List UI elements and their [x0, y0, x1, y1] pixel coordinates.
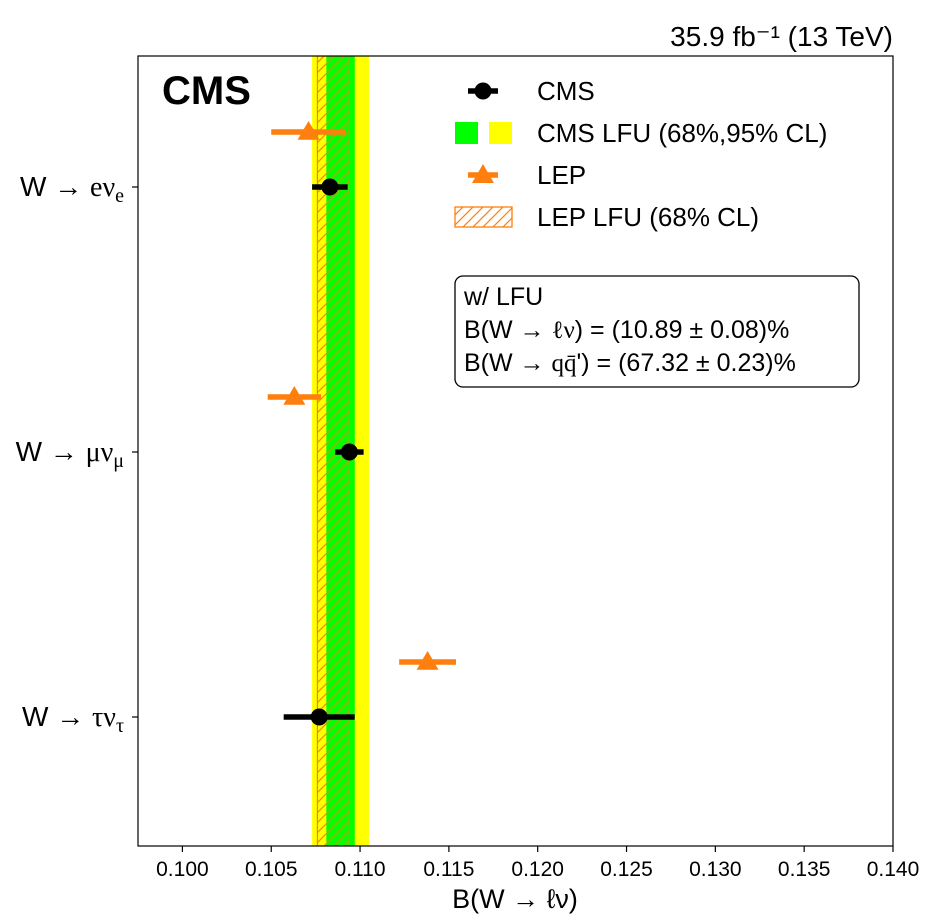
legend-entry-0: CMS: [468, 76, 595, 106]
annotation-line-1: w/ LFU: [463, 283, 543, 311]
annotation-line-2: B(W → ℓν) = (10.89 ± 0.08)%: [464, 316, 789, 344]
point-lep-0: [271, 121, 346, 140]
annotation-line-3: B(W → qq̄') = (67.32 ± 0.23)%: [464, 349, 796, 377]
x-tick-label-8: 0.140: [867, 858, 920, 881]
lumi-label: 35.9 fb⁻¹ (13 TeV): [670, 21, 893, 52]
legend-entry-3: LEP LFU (68% CL): [454, 202, 759, 232]
x-tick-label-4: 0.120: [511, 858, 564, 881]
y-category-label-0: W → eνe: [20, 171, 124, 207]
x-tick-label-6: 0.130: [689, 858, 742, 881]
legend-label-1: CMS LFU (68%,95% CL): [537, 118, 827, 148]
legend-entry-2: LEP: [468, 160, 586, 190]
legend: CMS CMS LFU (68%,95% CL) LEP LEP LFU (68% C…: [454, 76, 827, 232]
y-category-label-2: W → τντ: [22, 701, 124, 737]
marker-triangle: [283, 386, 306, 405]
legend-entry-1: CMS LFU (68%,95% CL): [455, 118, 827, 148]
x-tick-label-3: 0.115: [423, 858, 474, 881]
point-cms-2: [283, 708, 355, 726]
point-lep-1: [267, 386, 321, 405]
marker-circle: [321, 178, 339, 196]
x-tick-label-0: 0.100: [156, 858, 209, 881]
marker-circle: [340, 443, 358, 461]
x-tick-label-5: 0.125: [600, 858, 653, 881]
marker-triangle: [416, 651, 439, 670]
legend-label-0: CMS: [537, 76, 595, 106]
x-tick-label-7: 0.135: [778, 858, 831, 881]
x-tick-label-2: 0.110: [335, 858, 386, 881]
point-cms-1: [335, 443, 364, 461]
legend-label-3: LEP LFU (68% CL): [537, 202, 759, 232]
point-lep-2: [399, 651, 456, 670]
x-axis-label: B(W → ℓν): [452, 884, 578, 914]
y-category-label-1: W → μνμ: [16, 436, 124, 472]
annotation-box: w/ LFU B(W → ℓν) = (10.89 ± 0.08)% B(W →…: [454, 275, 860, 388]
experiment-label: CMS: [162, 69, 251, 113]
legend-label-2: LEP: [537, 160, 586, 190]
axes-frame: [137, 55, 894, 847]
marker-circle: [310, 708, 328, 726]
x-tick-label-1: 0.105: [245, 858, 298, 881]
marker-triangle: [297, 121, 320, 140]
point-cms-0: [312, 178, 348, 196]
